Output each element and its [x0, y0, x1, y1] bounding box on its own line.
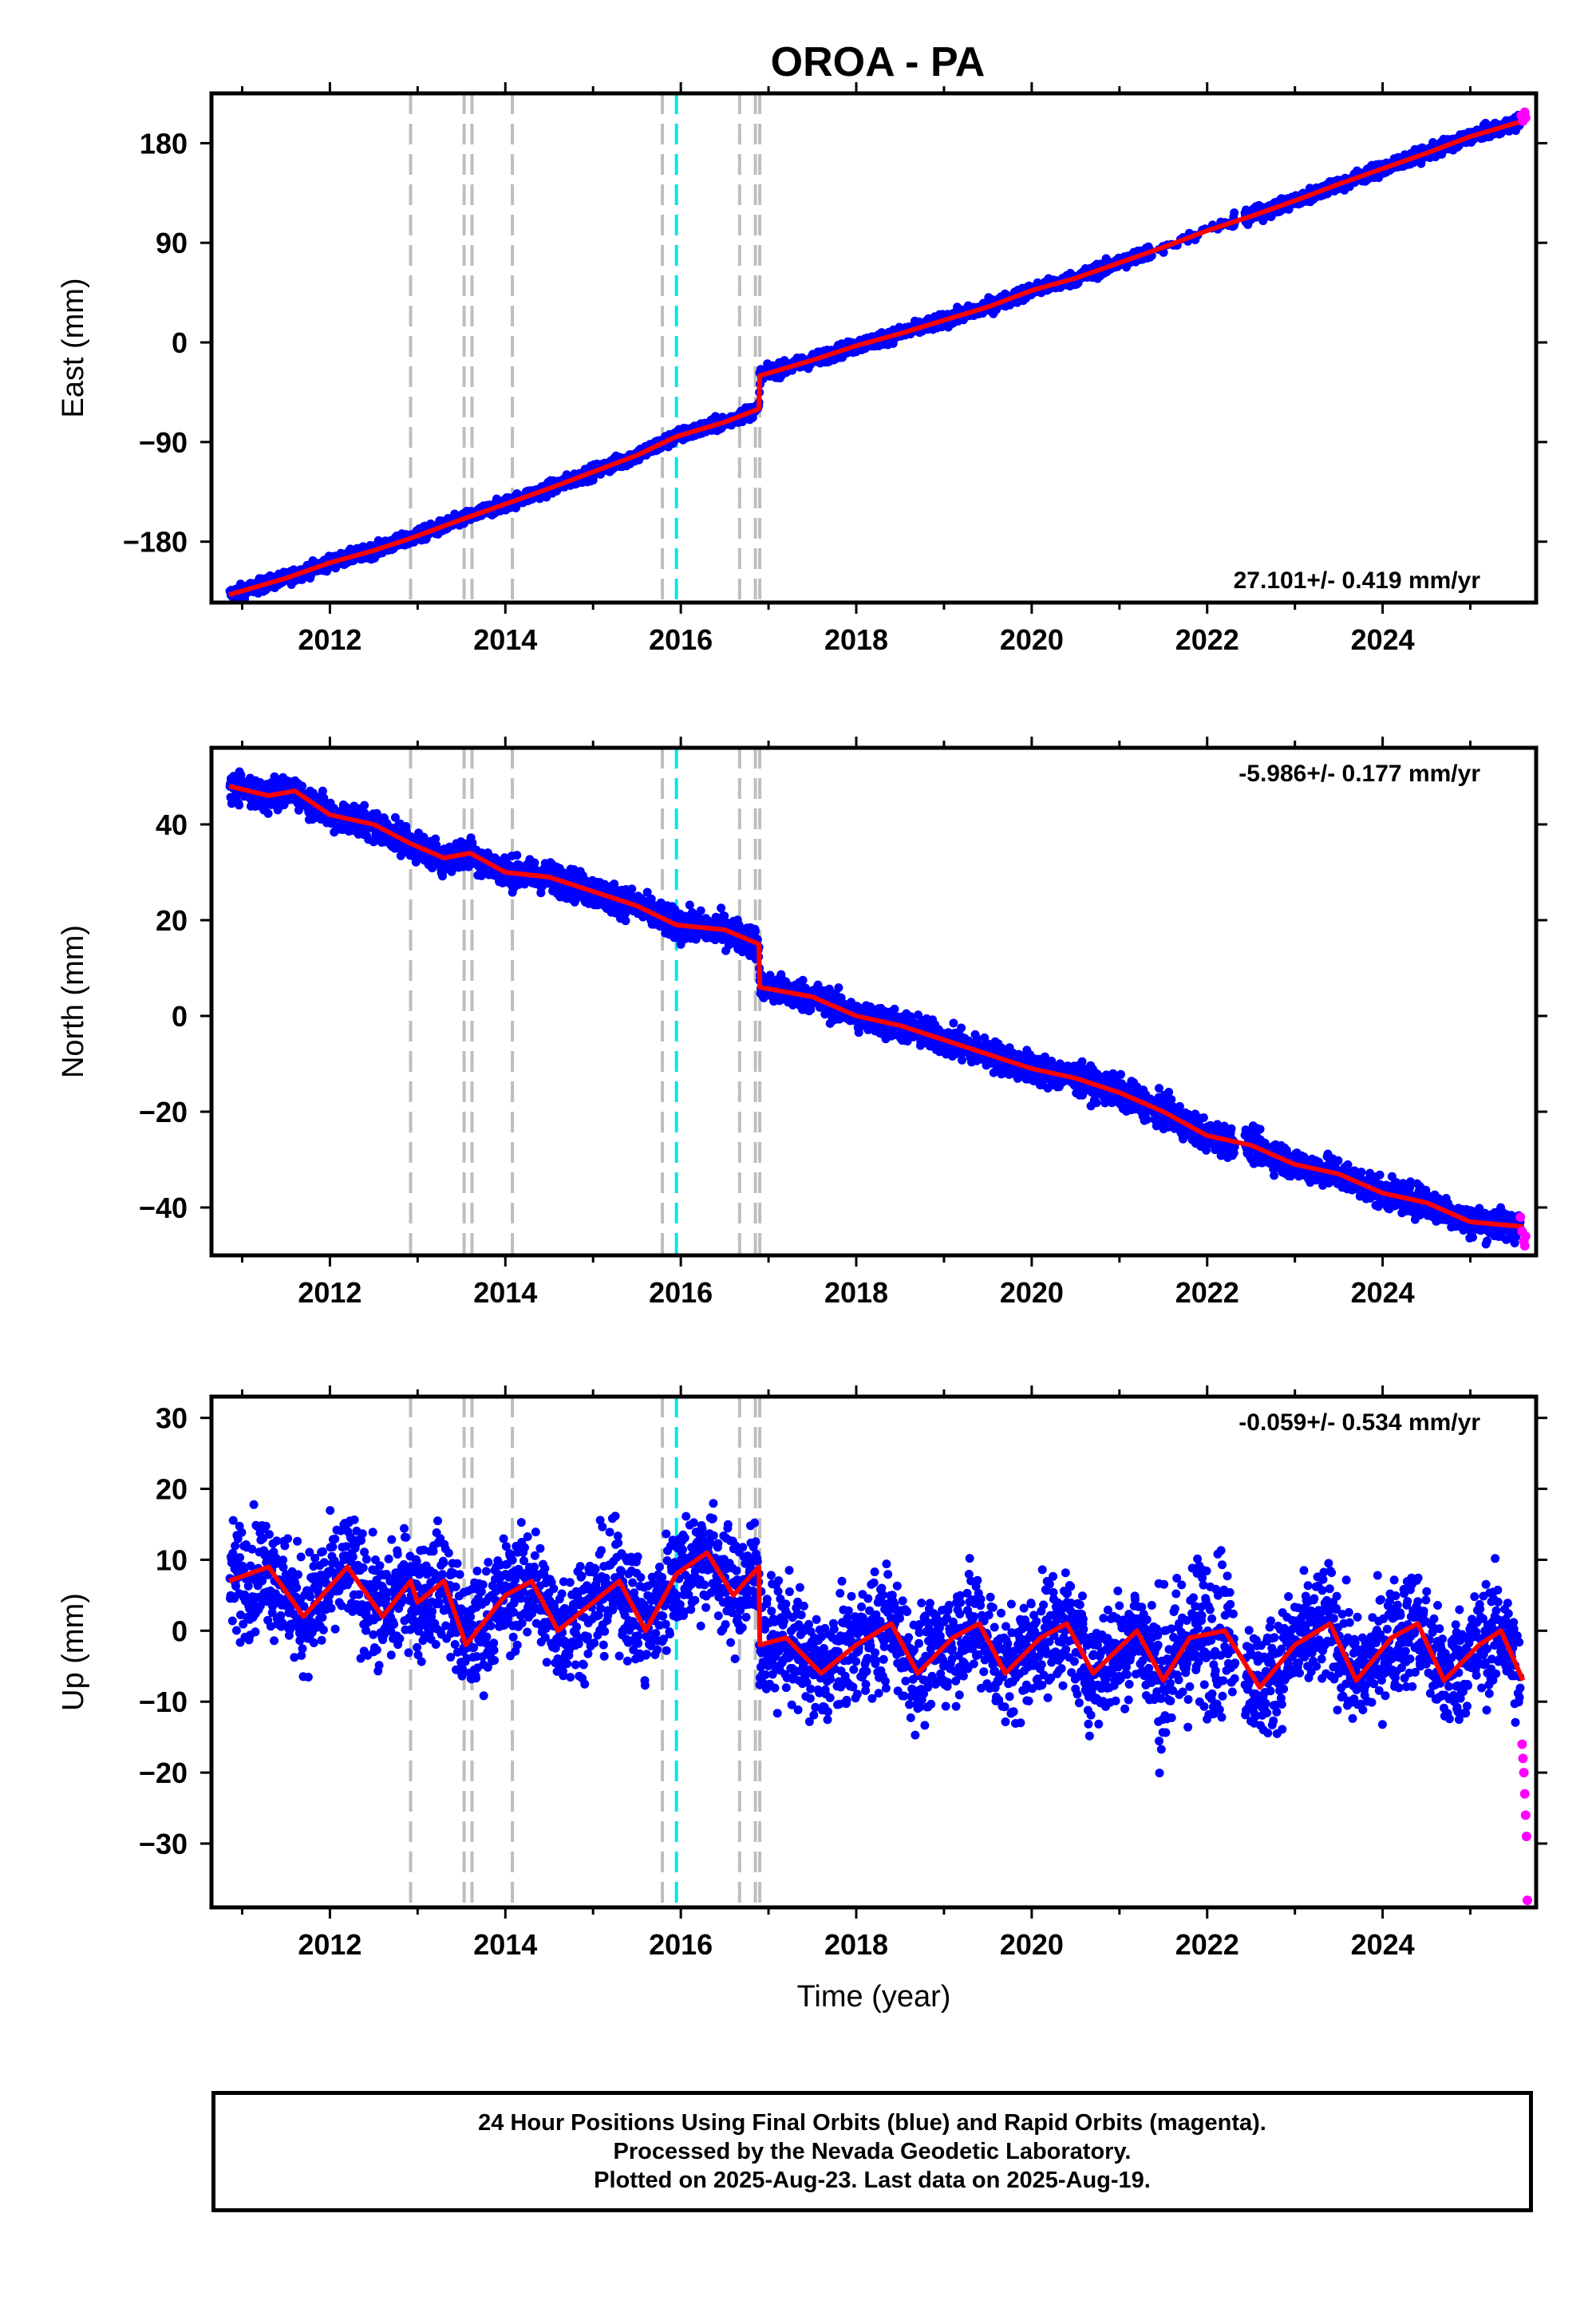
- x-tick-label: 2020: [1000, 1276, 1064, 1309]
- daily-positions: [225, 1499, 1525, 1778]
- y-tick-label: 20: [156, 1473, 188, 1506]
- rapid-orbit-point: [1518, 1753, 1528, 1764]
- x-tick-label: 2016: [649, 1276, 713, 1309]
- y-tick-label: 20: [156, 904, 188, 937]
- y-axis-label: East (mm): [57, 278, 90, 417]
- x-tick-label: 2022: [1175, 1276, 1239, 1309]
- y-tick-label: 0: [172, 1000, 188, 1033]
- rapid-orbit-point: [1523, 1895, 1533, 1906]
- x-tick-label: 2024: [1351, 1928, 1415, 1961]
- x-tick-label: 2020: [1000, 623, 1064, 656]
- x-tick-label: 2016: [649, 623, 713, 656]
- x-tick-label: 2018: [824, 623, 888, 656]
- x-axis-label: Time (year): [797, 1980, 951, 2014]
- rapid-orbit-point: [1519, 1788, 1530, 1799]
- plot-frame: [209, 1394, 1539, 1910]
- rapid-orbit-point: [1520, 1810, 1531, 1820]
- y-tick-label: −10: [139, 1686, 188, 1718]
- x-tick-label: 2014: [473, 1276, 537, 1309]
- rapid-orbit-point: [1520, 1231, 1531, 1241]
- rapid-orbit-point: [1517, 1739, 1527, 1749]
- y-tick-label: −90: [139, 426, 188, 459]
- plot-frame: [209, 91, 1539, 605]
- x-tick-label: 2012: [298, 1928, 361, 1961]
- model-line: [228, 118, 1524, 598]
- final-orbit-points: [225, 1499, 1525, 1778]
- x-tick-label: 2018: [824, 1276, 888, 1309]
- model-line: [228, 784, 1523, 1229]
- footer-box: 24 Hour Positions Using Final Orbits (bl…: [211, 2091, 1533, 2212]
- velocity-rate: 27.101+/- 0.419 mm/yr: [1234, 567, 1481, 594]
- x-tick-label: 2012: [298, 1276, 361, 1309]
- y-tick-label: −30: [139, 1828, 188, 1860]
- daily-positions: [225, 767, 1525, 1249]
- panel-up: −30 −20 −10 0 10 20 30 2012 2014 2016 2018 2020 2022…: [57, 1385, 1547, 1961]
- panel-east: −180 −90 0 90 180 2012 2014 2016 2018 2020 2022 202…: [57, 82, 1547, 656]
- x-tick-label: 2012: [298, 623, 361, 656]
- x-tick-label: 2016: [649, 1928, 713, 1961]
- y-tick-label: 30: [156, 1402, 188, 1435]
- final-orbit-points: [225, 767, 1525, 1249]
- daily-positions: [225, 110, 1525, 603]
- panel-north: −40 −20 0 20 40 2012 2014 2016 2018 2020 2022 2024 N…: [57, 737, 1547, 1309]
- y-tick-label: 0: [172, 326, 188, 359]
- rapid-orbit-point: [1519, 1768, 1529, 1778]
- x-tick-label: 2014: [473, 623, 537, 656]
- x-tick-label: 2014: [473, 1928, 537, 1961]
- x-tick-label: 2024: [1351, 1276, 1415, 1309]
- rapid-orbit-point: [1521, 1832, 1531, 1842]
- y-axis-label: Up (mm): [57, 1593, 90, 1711]
- velocity-rate: -0.059+/- 0.534 mm/yr: [1238, 1409, 1480, 1436]
- x-tick-label: 2024: [1351, 623, 1415, 656]
- footer-line-3: Plotted on 2025-Aug-23. Last data on 202…: [594, 2168, 1151, 2193]
- footer-line-1: 24 Hour Positions Using Final Orbits (bl…: [478, 2110, 1266, 2136]
- y-axis-label: North (mm): [57, 925, 90, 1078]
- x-tick-label: 2022: [1175, 623, 1239, 656]
- y-tick-label: −20: [139, 1757, 188, 1789]
- y-tick-label: −20: [139, 1096, 188, 1128]
- model-line: [227, 1550, 1526, 1690]
- final-orbit-points: [225, 110, 1525, 603]
- rapid-orbit-point: [1520, 113, 1531, 123]
- page-title: OROA - PA: [770, 39, 986, 85]
- x-tick-label: 2022: [1175, 1928, 1239, 1961]
- y-tick-label: −40: [139, 1192, 188, 1224]
- velocity-rate: -5.986+/- 0.177 mm/yr: [1238, 761, 1480, 787]
- y-tick-label: 90: [156, 227, 188, 259]
- x-tick-label: 2018: [824, 1928, 888, 1961]
- x-tick-label: 2020: [1000, 1928, 1064, 1961]
- plot-frame: [209, 745, 1539, 1258]
- y-tick-label: 10: [156, 1543, 188, 1576]
- y-tick-label: 40: [156, 808, 188, 841]
- rapid-orbit-point: [1519, 1241, 1530, 1251]
- y-tick-label: 180: [140, 127, 188, 160]
- rapid-orbit-point: [1515, 1212, 1526, 1222]
- y-tick-label: −180: [123, 526, 188, 559]
- footer-line-2: Processed by the Nevada Geodetic Laborat…: [613, 2139, 1132, 2164]
- y-tick-label: 0: [172, 1614, 188, 1647]
